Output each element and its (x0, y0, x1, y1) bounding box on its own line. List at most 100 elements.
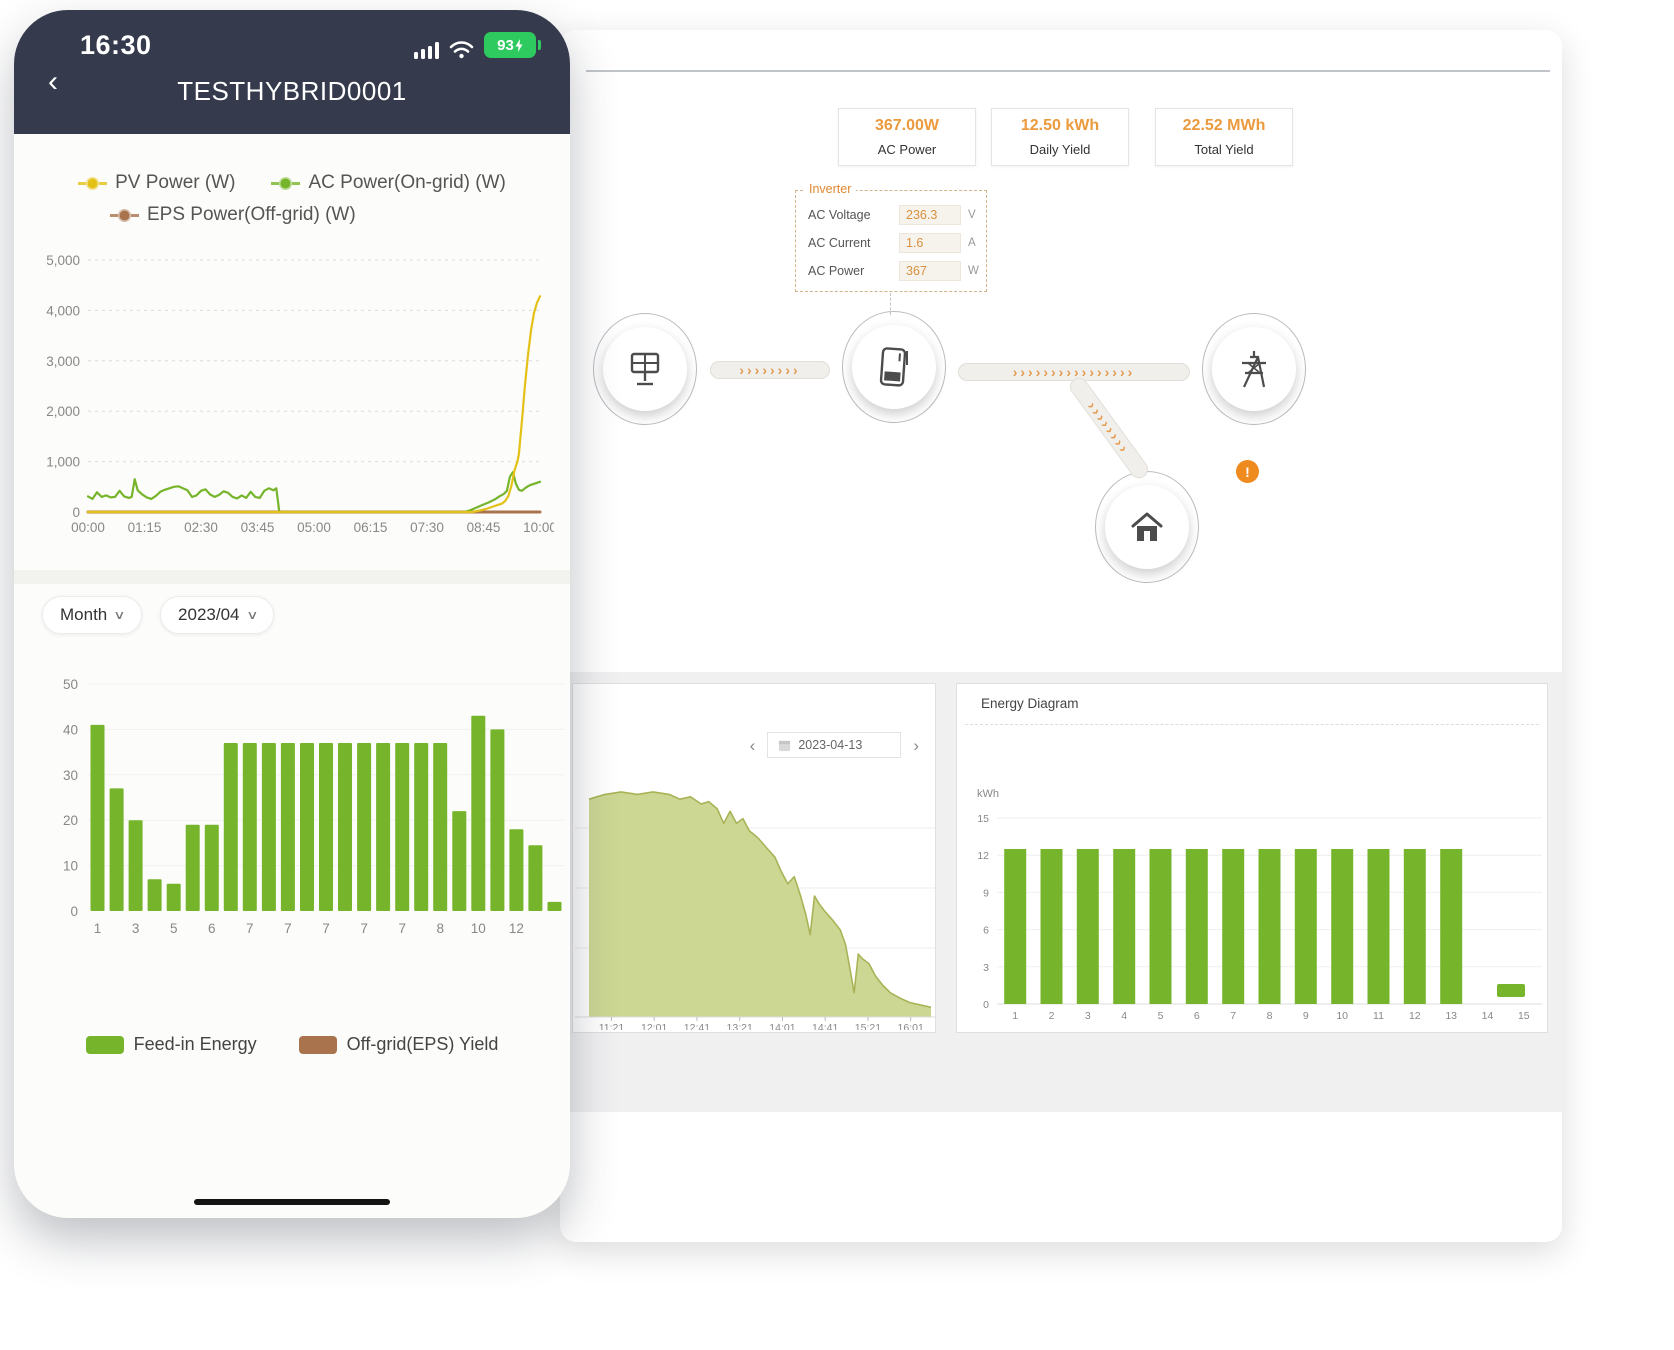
back-button[interactable]: ‹ (48, 65, 58, 98)
svg-text:7: 7 (1230, 1010, 1236, 1022)
month-dropdown[interactable]: 2023/04 ∨ (160, 596, 275, 634)
energy-legend-swatch[interactable] (1497, 984, 1525, 997)
svg-text:1: 1 (1012, 1010, 1018, 1022)
svg-text:14: 14 (1482, 1010, 1494, 1022)
legend-swatch (85, 1035, 124, 1054)
desktop-dashboard-window: 367.00W AC Power 12.50 kWh Daily Yield 2… (560, 30, 1562, 1242)
legend-swatch (298, 1035, 337, 1054)
svg-text:15: 15 (977, 813, 989, 825)
date-picker[interactable]: 2023-04-13 (767, 732, 902, 758)
stat-card-daily-yield: 12.50 kWh Daily Yield (991, 108, 1129, 166)
svg-text:6: 6 (983, 925, 989, 937)
svg-text:4: 4 (1121, 1010, 1127, 1022)
svg-text:15:21: 15:21 (855, 1022, 881, 1030)
legend-item-off-grid[interactable]: Off-grid(EPS) Yield (298, 1034, 498, 1055)
svg-text:16:01: 16:01 (898, 1022, 924, 1030)
svg-text:2: 2 (1049, 1010, 1055, 1022)
node-solar-panel[interactable] (593, 313, 697, 425)
inverter-row-power: AC Power 367 W (808, 257, 980, 285)
svg-text:50: 50 (63, 677, 78, 692)
period-filters: Month ∨ 2023/04 ∨ (42, 596, 292, 634)
stat-card-ac-power: 367.00W AC Power (838, 108, 976, 166)
svg-text:12: 12 (1409, 1010, 1421, 1022)
grid-tower-icon (1242, 351, 1266, 388)
unit-label: W (968, 265, 979, 277)
stat-label: Total Yield (1194, 142, 1254, 157)
svg-text:14:41: 14:41 (812, 1022, 838, 1030)
flow-arrows-solar-to-inverter: ›››››››› (710, 361, 830, 379)
card-separator (14, 570, 570, 584)
svg-text:01:15: 01:15 (128, 520, 162, 535)
stat-value: 367.00W (874, 117, 940, 134)
node-grid-tower[interactable] (1202, 313, 1306, 425)
svg-text:5: 5 (170, 921, 178, 936)
legend-label: AC Power(On-grid) (W) (308, 172, 506, 193)
svg-text:10:00: 10:00 (523, 520, 554, 535)
ac-power-value: 367 (899, 261, 961, 281)
node-ring (842, 311, 946, 423)
legend-item-feed-in[interactable]: Feed-in Energy (85, 1034, 257, 1055)
inverter-row-voltage: AC Voltage 236.3 V (808, 201, 980, 229)
ac-voltage-value: 236.3 (899, 205, 961, 225)
svg-text:10: 10 (63, 859, 78, 874)
legend-item-ac-power[interactable]: AC Power(On-grid) (W) (271, 172, 506, 194)
node-home[interactable] (1095, 471, 1199, 583)
svg-text:0: 0 (70, 904, 78, 919)
month-value: 2023/04 (178, 605, 240, 624)
legend-label: Feed-in Energy (133, 1034, 257, 1054)
prev-day-button[interactable]: ‹ (749, 735, 756, 755)
legend-marker (110, 208, 139, 222)
phone-screenshot: 16:30 93 ‹ TESTHYBRID (14, 10, 570, 1218)
field-label: AC Power (808, 264, 865, 278)
svg-text:5: 5 (1158, 1010, 1164, 1022)
home-indicator[interactable] (194, 1199, 390, 1205)
date-navigator: ‹ 2023-04-13 › (573, 732, 935, 758)
svg-text:13: 13 (1445, 1010, 1457, 1022)
svg-text:7: 7 (360, 921, 368, 936)
svg-text:7: 7 (284, 921, 292, 936)
warning-badge[interactable]: ! (1236, 460, 1259, 483)
inverter-panel-title: Inverter (804, 182, 857, 196)
node-ring (593, 313, 697, 425)
header-divider (586, 70, 1550, 72)
inverter-panel: Inverter AC Voltage 236.3 V AC Current 1… (795, 182, 987, 292)
svg-text:6: 6 (208, 921, 216, 936)
monthly-energy-bar-chart: 0 10 20 30 40 50 1 3 5 6 7 7 7 7 7 8 10 12 (63, 677, 564, 936)
inverter-connector-line (890, 293, 891, 315)
battery-percent: 93 (497, 36, 514, 54)
svg-text:5,000: 5,000 (46, 253, 80, 268)
energy-diagram-title: Energy Diagram (981, 696, 1079, 711)
ac-current-value: 1.6 (899, 233, 961, 253)
node-inverter[interactable] (842, 311, 946, 423)
period-dropdown[interactable]: Month ∨ (42, 596, 143, 634)
flow-arrows-to-home: ›››››››› (1066, 374, 1152, 482)
svg-text:4,000: 4,000 (46, 303, 80, 318)
stat-value: 12.50 kWh (1020, 117, 1100, 134)
next-day-button[interactable]: › (913, 735, 919, 755)
calendar-icon (779, 740, 791, 751)
title-divider (965, 724, 1539, 725)
phone-header: 16:30 93 ‹ TESTHYBRID (14, 10, 570, 134)
legend-item-pv-power[interactable]: PV Power (W) (78, 172, 235, 194)
node-core (603, 327, 687, 411)
status-bar: 16:30 93 (14, 10, 570, 61)
legend-marker (78, 176, 108, 190)
line-chart-legend: PV Power (W) AC Power(On-grid) (W) (14, 172, 570, 194)
svg-text:9: 9 (983, 887, 989, 899)
power-line-chart: 0 1,000 2,000 3,000 4,000 5,000 00:00 01:15 02:3… (46, 253, 554, 535)
svg-text:3,000: 3,000 (46, 354, 80, 369)
inverter-icon (879, 347, 908, 387)
stat-value: 22.52 MWh (1182, 117, 1266, 134)
phone-nav-bar: ‹ TESTHYBRID0001 (14, 65, 570, 117)
svg-text:14:01: 14:01 (769, 1022, 795, 1030)
daily-power-card: ‹ 2023-04-13 › 11:21 12:01 12:41 13:21 14:01… (572, 683, 936, 1033)
unit-label: A (968, 237, 976, 249)
stat-label: AC Power (877, 142, 937, 157)
svg-text:11: 11 (1373, 1010, 1384, 1022)
svg-text:8: 8 (1267, 1010, 1273, 1022)
legend-item-eps-power[interactable]: EPS Power(Off-grid) (W) (110, 204, 356, 226)
svg-text:3: 3 (132, 921, 140, 936)
solar-panel-icon (630, 352, 660, 386)
svg-text:1: 1 (94, 921, 102, 936)
inverter-row-current: AC Current 1.6 A (808, 229, 980, 257)
